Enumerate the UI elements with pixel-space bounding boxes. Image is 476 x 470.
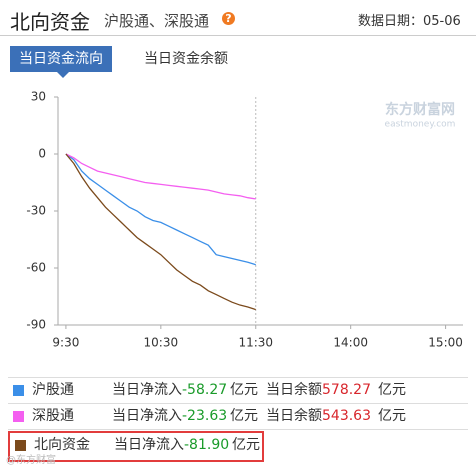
series-line xyxy=(65,153,256,266)
footer-watermark: @东方财富 xyxy=(6,455,56,466)
net-unit: 亿元 xyxy=(230,382,258,398)
x-tick-label: 14:00 xyxy=(333,336,368,350)
divider xyxy=(0,35,476,36)
tab-active[interactable]: 当日资金流向 xyxy=(10,46,112,72)
net-value: -58.27 xyxy=(182,382,228,398)
legend-name: 深股通 xyxy=(32,408,74,424)
series-line xyxy=(65,153,256,200)
tab[interactable]: 当日资金余额 xyxy=(144,51,228,67)
date: 05-06 xyxy=(423,14,461,29)
legend-name: 沪股通 xyxy=(32,382,74,398)
tab-arrow xyxy=(57,72,69,78)
date-label-text: 数据日期： xyxy=(358,14,424,29)
legend-row: 北向资金 当日净流入 -81.90 亿元 xyxy=(8,431,264,462)
x-tick-label: 15:00 xyxy=(428,336,463,350)
legend-row: 深股通 当日净流入 -23.63 亿元 当日余额 543.63 亿元 xyxy=(8,404,468,430)
balance-label: 当日余额 xyxy=(266,408,322,424)
x-tick-label: 9:30 xyxy=(52,336,79,350)
y-tick-label: 0 xyxy=(38,147,46,161)
y-tick-label: -60 xyxy=(26,261,46,275)
title: 北向资金 xyxy=(10,10,90,34)
help-icon[interactable]: ? xyxy=(222,12,235,25)
chart: 东方财富网 eastmoney.com 30 0 -30 -60 -90 9:30 10:3… xyxy=(26,90,463,350)
balance-value: 578.27 xyxy=(322,382,371,398)
balance-label: 当日余额 xyxy=(266,382,322,398)
y-tick-label: -90 xyxy=(26,318,46,332)
watermark: 东方财富网 xyxy=(385,101,455,118)
net-value: -81.90 xyxy=(184,437,230,453)
x-tick-label: 10:30 xyxy=(144,336,179,350)
subtitle: 沪股通、深股通 xyxy=(104,12,210,30)
balance-value: 543.63 xyxy=(322,408,371,424)
legend-swatch xyxy=(15,440,26,451)
date-label: 数据日期：05-06 xyxy=(358,10,461,29)
y-tick-label: -30 xyxy=(26,204,46,218)
net-unit: 亿元 xyxy=(232,437,260,453)
net-label: 当日净流入 xyxy=(112,382,182,398)
net-unit: 亿元 xyxy=(230,408,258,424)
legend-name: 北向资金 xyxy=(34,437,90,453)
balance-unit: 亿元 xyxy=(378,408,406,424)
legend-swatch xyxy=(13,411,24,422)
balance-unit: 亿元 xyxy=(378,382,406,398)
legend-swatch xyxy=(13,385,24,396)
series-line xyxy=(65,153,256,311)
legend-row: 沪股通 当日净流入 -58.27 亿元 当日余额 578.27 亿元 xyxy=(8,377,468,404)
net-label: 当日净流入 xyxy=(114,437,184,453)
net-value: -23.63 xyxy=(182,408,228,424)
x-tick-label: 11:30 xyxy=(238,336,273,350)
net-label: 当日净流入 xyxy=(112,408,182,424)
y-tick-label: 30 xyxy=(31,90,46,104)
watermark-site: eastmoney.com xyxy=(385,120,456,130)
